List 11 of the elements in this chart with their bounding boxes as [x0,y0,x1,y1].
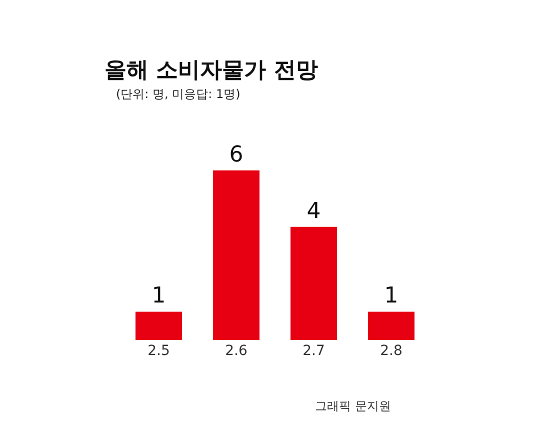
x-tick-label: 2.7 [302,343,325,359]
data-label: 4 [306,198,321,224]
data-label: 1 [384,284,398,309]
x-tick-label: 2.6 [225,343,248,359]
data-label: 1 [152,284,166,309]
chart-title: 올해 소비자물가 전망 [104,58,318,83]
chart-subtitle: (단위: 명, 미응답: 1명) [116,87,240,101]
text: 그래픽 문지원 [315,399,391,413]
x-tick-label: 2.8 [380,343,402,359]
x-tick-label: 2.5 [148,343,170,359]
data-label: 6 [229,142,244,168]
